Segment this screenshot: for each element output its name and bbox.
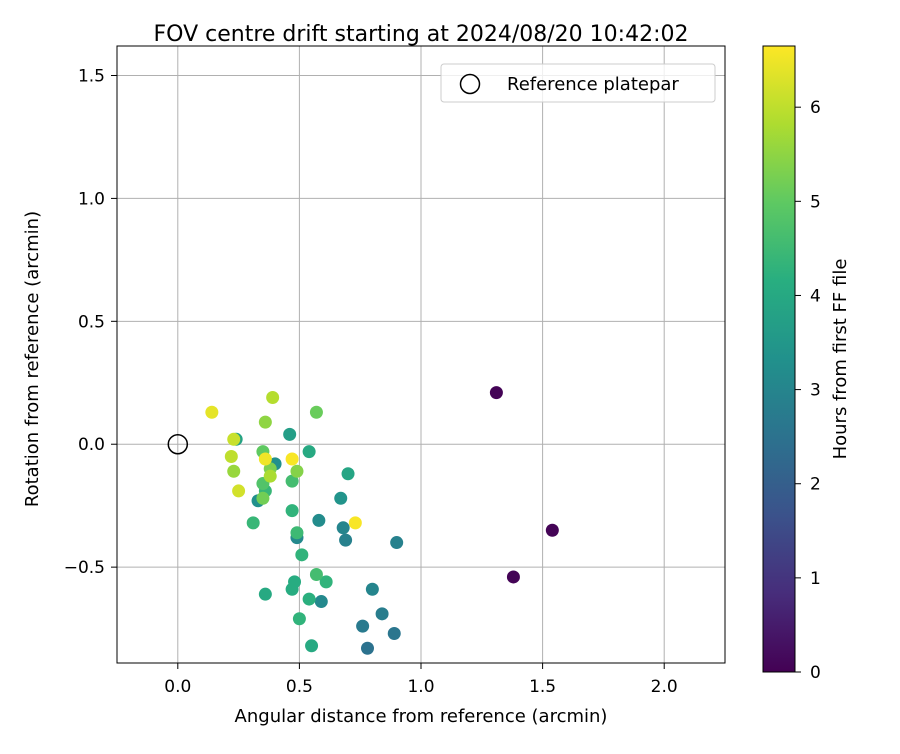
data-point-51 — [348, 516, 362, 530]
x-tick-label-3: 1.5 — [529, 677, 556, 697]
data-point-50 — [285, 452, 299, 466]
data-point-25 — [302, 592, 316, 606]
data-point-49 — [258, 452, 272, 466]
data-point-6 — [375, 607, 389, 621]
data-point-8 — [390, 536, 404, 550]
x-axis-ticks: 0.0 0.5 1.0 1.5 2.0 — [164, 663, 678, 697]
data-point-4 — [387, 627, 401, 641]
x-tick-label-4: 2.0 — [651, 677, 678, 697]
x-tick-label-0: 0.0 — [164, 677, 191, 697]
data-point-27 — [292, 612, 306, 626]
colorbar-tick-label-0: 0 — [810, 663, 821, 683]
data-point-2 — [506, 570, 520, 584]
y-tick-label-2: 0.5 — [78, 312, 105, 332]
data-point-45 — [224, 450, 238, 464]
data-point-33 — [309, 568, 323, 582]
x-axis-label: Angular distance from reference (arcmin) — [235, 706, 608, 727]
data-point-40 — [309, 405, 323, 419]
data-point-41 — [258, 415, 272, 429]
colorbar-label: Hours from first FF file — [830, 259, 851, 460]
data-point-42 — [227, 464, 241, 478]
legend-label-reference: Reference platepar — [507, 74, 679, 95]
data-point-7 — [365, 582, 379, 596]
grid-lines — [117, 46, 725, 663]
y-axis-ticks: −0.5 0.0 0.5 1.0 1.5 — [64, 66, 117, 578]
y-tick-label-0: −0.5 — [64, 558, 105, 578]
data-point-15 — [283, 427, 297, 441]
y-tick-label-1: 0.0 — [78, 435, 105, 455]
colorbar-tick-label-1: 1 — [810, 569, 821, 589]
data-point-47 — [232, 484, 246, 498]
data-point-1 — [545, 523, 559, 537]
data-point-29 — [285, 504, 299, 518]
data-point-20 — [302, 445, 316, 459]
legend: Reference platepar — [440, 63, 716, 103]
data-point-5 — [356, 619, 370, 633]
data-point-44 — [266, 391, 280, 405]
reference-platepar-marker — [167, 433, 189, 455]
data-point-34 — [285, 474, 299, 488]
data-point-3 — [360, 641, 374, 655]
colorbar — [762, 45, 796, 673]
data-point-36 — [256, 491, 270, 505]
legend-box — [440, 63, 716, 103]
legend-marker-reference — [459, 73, 481, 95]
data-point-9 — [339, 533, 353, 547]
data-point-46 — [227, 432, 241, 446]
data-point-19 — [341, 467, 355, 481]
data-point-22 — [258, 587, 272, 601]
chart-title: FOV centre drift starting at 2024/08/20 … — [154, 22, 689, 47]
colorbar-tick-label-5: 5 — [810, 192, 821, 212]
data-point-43 — [263, 469, 277, 483]
colorbar-tick-label-4: 4 — [810, 286, 821, 306]
x-tick-label-1: 0.5 — [286, 677, 313, 697]
y-axis-label: Rotation from reference (arcmin) — [22, 211, 43, 507]
data-point-10 — [336, 521, 350, 535]
data-point-26 — [319, 575, 333, 589]
x-tick-label-2: 1.0 — [407, 677, 434, 697]
colorbar-tick-label-2: 2 — [810, 475, 821, 495]
data-points — [167, 386, 559, 655]
colorbar-tick-label-3: 3 — [810, 381, 821, 401]
data-point-48 — [205, 405, 219, 419]
data-point-11 — [314, 595, 328, 609]
colorbar-ticks: 0 1 2 3 4 5 6 — [795, 98, 821, 683]
y-tick-label-3: 1.0 — [78, 189, 105, 209]
y-tick-label-4: 1.5 — [78, 66, 105, 86]
data-point-28 — [295, 548, 309, 562]
data-point-32 — [290, 526, 304, 540]
data-point-30 — [246, 516, 260, 530]
data-point-21 — [305, 639, 319, 653]
data-point-24 — [288, 575, 302, 589]
colorbar-tick-label-6: 6 — [810, 98, 821, 118]
data-point-12 — [312, 513, 326, 527]
data-point-14 — [334, 491, 348, 505]
data-point-0 — [489, 386, 503, 400]
data-point-39 — [290, 464, 304, 478]
